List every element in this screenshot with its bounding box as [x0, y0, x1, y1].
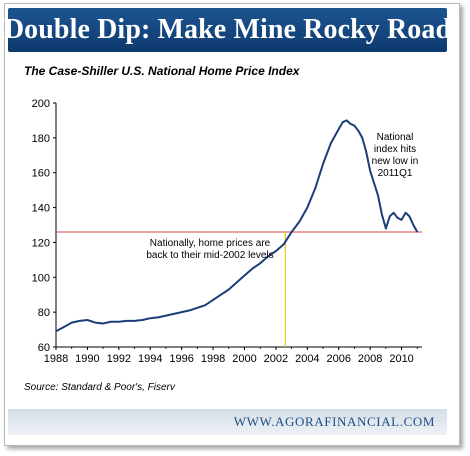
y-tick-label: 80: [38, 307, 50, 319]
y-tick-label: 200: [32, 98, 50, 110]
y-tick-label: 100: [32, 272, 50, 284]
x-tick-label: 1990: [75, 353, 99, 365]
x-tick-label: 2000: [232, 353, 256, 365]
y-tick-label: 180: [32, 133, 50, 145]
footer-url[interactable]: WWW.AGORAFINANCIAL.COM: [233, 414, 435, 429]
title-banner: Double Dip: Make Mine Rocky Road: [4, 8, 451, 52]
x-tick-label: 2006: [327, 353, 351, 365]
page-title: Double Dip: Make Mine Rocky Road: [3, 14, 452, 45]
index-series-line: [56, 119, 419, 333]
annotation-new-low: 2011Q1: [378, 168, 413, 179]
annotation-new-low: new low in: [372, 156, 419, 167]
annotation-new-low: index hits: [374, 144, 416, 155]
x-tick-label: 1992: [107, 353, 131, 365]
annotation-new-low: National: [377, 132, 414, 143]
y-tick-label: 60: [38, 342, 50, 354]
x-tick-label: 1988: [44, 353, 68, 365]
chart-subtitle: The Case-Shiller U.S. National Home Pric…: [24, 64, 300, 78]
y-tick-label: 160: [32, 168, 50, 180]
x-tick-label: 2002: [264, 353, 288, 365]
x-tick-label: 1998: [201, 353, 225, 365]
x-tick-label: 2008: [358, 353, 382, 365]
y-tick-label: 140: [32, 203, 50, 215]
x-tick-label: 2004: [295, 353, 319, 365]
annotation-mid2002: Nationally, home prices are: [150, 238, 271, 249]
footer-bar: WWW.AGORAFINANCIAL.COM: [8, 409, 447, 435]
source-note: Source: Standard & Poor's, Fiserv: [24, 382, 175, 393]
x-tick-label: 2010: [389, 353, 413, 365]
x-tick-label: 1994: [138, 353, 162, 365]
y-tick-label: 120: [32, 237, 50, 249]
x-tick-label: 1996: [169, 353, 193, 365]
annotation-mid2002: back to their mid-2002 levels: [146, 250, 273, 261]
